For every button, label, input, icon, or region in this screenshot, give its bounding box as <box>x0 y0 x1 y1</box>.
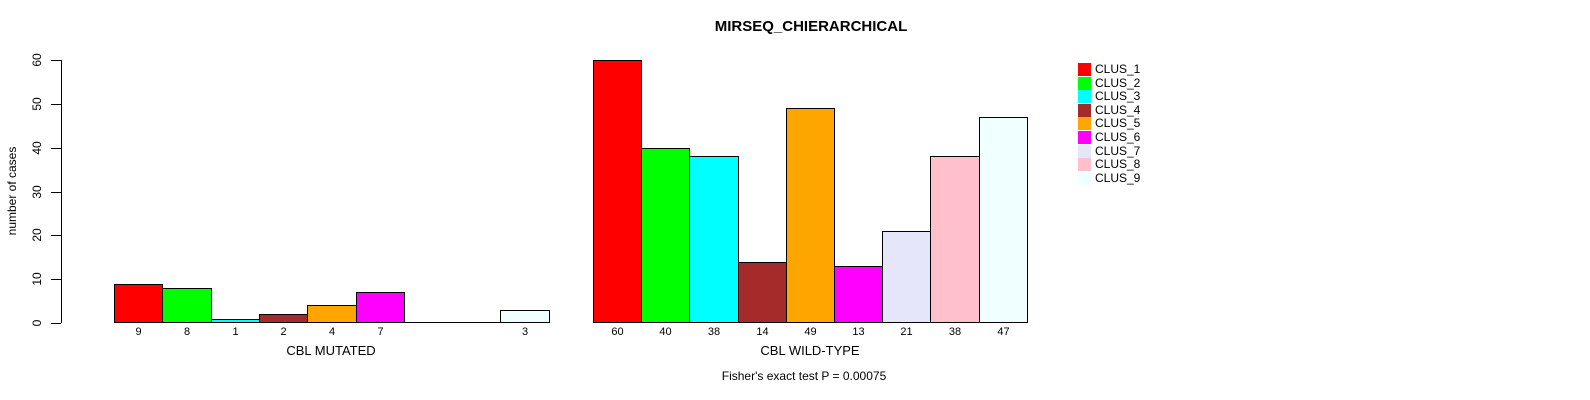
y-tick-label-10: 10 <box>30 272 44 286</box>
bar-value-label: 2 <box>280 326 287 338</box>
bar-value-label: 14 <box>756 326 769 338</box>
legend-swatch-clus_4 <box>1078 104 1091 117</box>
bar-clus_5 <box>786 108 835 323</box>
bar-value-label <box>452 326 501 339</box>
bar-value-label: 9 <box>135 326 142 338</box>
legend-swatch-clus_6 <box>1078 131 1091 144</box>
legend-label-clus_8: CLUS_8 <box>1095 157 1141 171</box>
bar-clus_9 <box>500 310 550 323</box>
bar-clus_1 <box>593 60 642 323</box>
legend-label-clus_3: CLUS_3 <box>1095 89 1141 103</box>
bar-clus_5 <box>307 305 357 323</box>
y-tick-label-0: 0 <box>30 319 44 327</box>
bar-value-label: 47 <box>997 326 1010 338</box>
bar-clus_3 <box>689 156 739 323</box>
y-tick-label-50: 50 <box>30 97 44 111</box>
y-tick-label-30: 30 <box>30 185 44 199</box>
legend-swatch-clus_3 <box>1078 90 1091 103</box>
y-tick-0 <box>51 323 61 324</box>
bar-value-label: 60 <box>611 326 624 338</box>
x-axis-label-cbl-mutated: CBL MUTATED <box>286 343 376 358</box>
legend-label-clus_6: CLUS_6 <box>1095 130 1141 144</box>
legend-label-clus_2: CLUS_2 <box>1095 76 1141 90</box>
bar-value-label: 4 <box>328 326 336 338</box>
legend-label-clus_9: CLUS_9 <box>1095 171 1141 185</box>
bar-value-label: 7 <box>377 326 384 338</box>
bar-value-label <box>404 326 453 339</box>
bar-clus_3 <box>211 319 260 323</box>
legend-label-clus_5: CLUS_5 <box>1095 116 1141 130</box>
bar-value-label: 38 <box>707 326 721 338</box>
bar-clus_8 <box>930 156 980 323</box>
y-tick-50 <box>51 104 61 105</box>
y-tick-40 <box>51 148 61 149</box>
bar-clus_7 <box>882 231 931 323</box>
bar-clus_8 <box>452 322 501 323</box>
chart-title: MIRSEQ_CHIERARCHICAL <box>714 18 908 35</box>
bar-value-label: 3 <box>521 326 529 338</box>
legend-swatch-clus_2 <box>1078 77 1091 90</box>
legend-label-clus_7: CLUS_7 <box>1095 144 1141 158</box>
bar-clus_1 <box>114 284 163 323</box>
y-tick-label-40: 40 <box>30 141 44 155</box>
bar-clus_6 <box>834 266 883 323</box>
legend-swatch-clus_5 <box>1078 117 1091 130</box>
bar-value-label: 40 <box>659 326 672 338</box>
bar-value-label: 38 <box>948 326 962 338</box>
bar-clus_2 <box>641 148 690 323</box>
bar-clus_4 <box>259 314 308 323</box>
bar-value-label: 1 <box>232 326 239 338</box>
legend-label-clus_4: CLUS_4 <box>1095 103 1141 117</box>
legend-swatch-clus_8 <box>1078 158 1091 171</box>
y-tick-label-20: 20 <box>30 228 44 242</box>
bar-value-label: 8 <box>183 326 191 338</box>
fisher-test-annotation: Fisher's exact test P = 0.00075 <box>721 369 887 383</box>
legend-swatch-clus_1 <box>1078 63 1091 76</box>
y-tick-label-60: 60 <box>30 53 44 67</box>
bar-clus_2 <box>162 288 212 323</box>
y-tick-10 <box>51 279 61 280</box>
bar-clus_7 <box>404 322 453 323</box>
y-tick-30 <box>51 192 61 193</box>
y-tick-20 <box>51 235 61 236</box>
bar-clus_9 <box>979 117 1028 323</box>
bar-value-label: 13 <box>852 326 865 338</box>
bar-clus_4 <box>738 262 787 323</box>
legend-label-clus_1: CLUS_1 <box>1095 62 1141 76</box>
bar-value-label: 21 <box>900 326 913 338</box>
x-axis-label-cbl-wildtype: CBL WILD-TYPE <box>760 343 860 358</box>
y-axis-title: number of cases <box>5 146 19 236</box>
bar-value-label: 49 <box>804 326 817 338</box>
y-axis-line <box>61 60 62 323</box>
bar-clus_6 <box>356 292 405 323</box>
legend-swatch-clus_7 <box>1078 145 1091 158</box>
legend-swatch-clus_9 <box>1078 172 1091 185</box>
y-tick-60 <box>51 60 61 61</box>
